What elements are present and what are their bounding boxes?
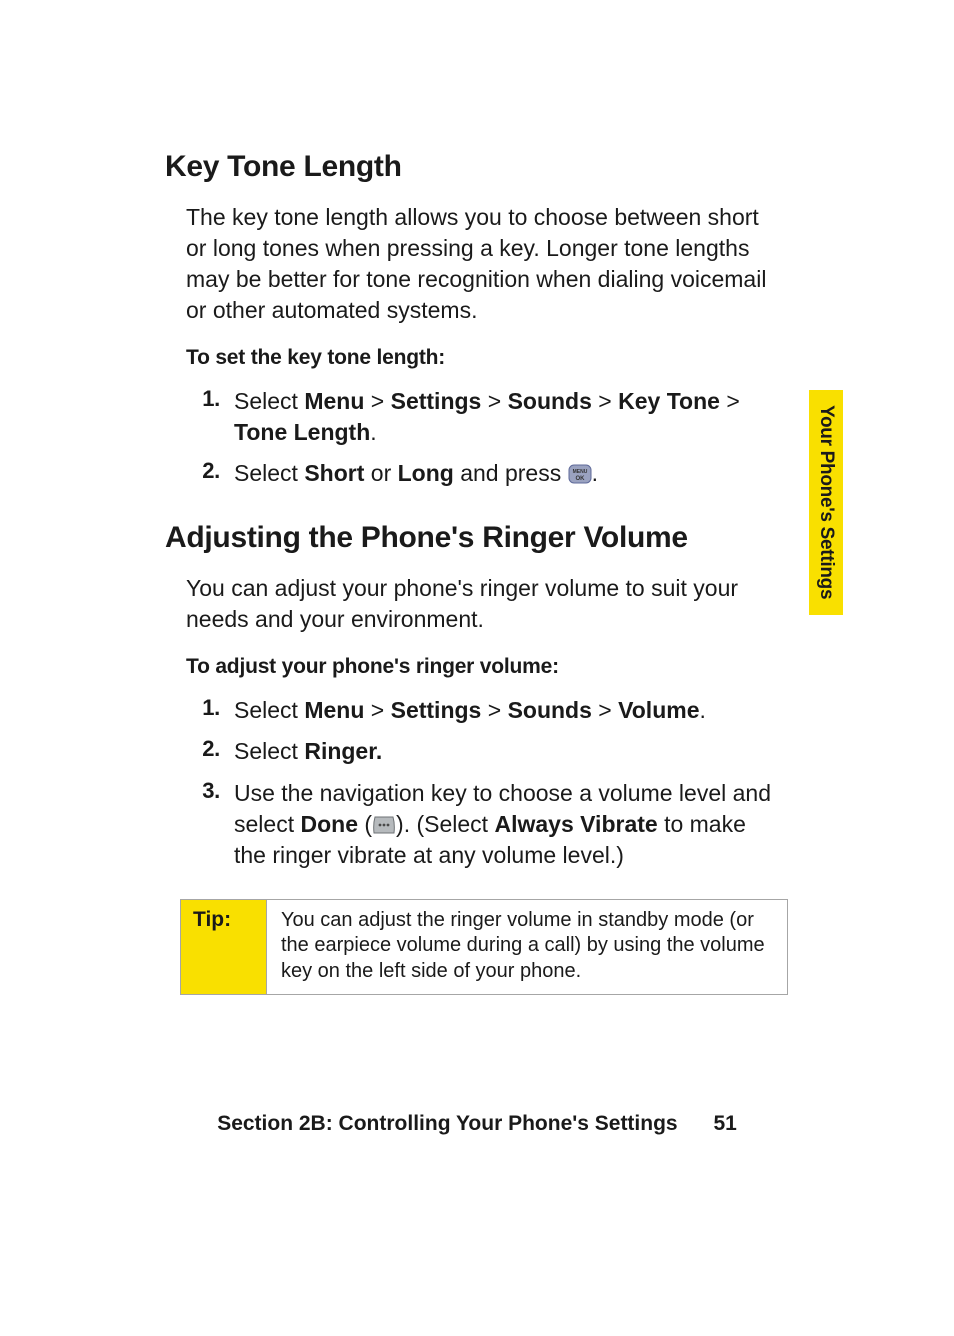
page-footer: Section 2B: Controlling Your Phone's Set… (0, 1112, 954, 1136)
tip-body: You can adjust the ringer volume in stan… (267, 900, 787, 995)
step-item: 1. Select Menu > Settings > Sounds > Key… (186, 386, 780, 448)
heading-ringer-volume: Adjusting the Phone's Ringer Volume (165, 521, 780, 555)
tip-box: Tip: You can adjust the ringer volume in… (180, 899, 788, 996)
text: Select (234, 388, 304, 414)
step-body: Select Menu > Settings > Sounds > Volume… (234, 695, 780, 726)
step-item: 3. Use the navigation key to choose a vo… (186, 778, 780, 871)
page-content: Key Tone Length The key tone length allo… (170, 150, 780, 995)
text: . (370, 419, 376, 445)
bold-text: Long (398, 460, 454, 486)
text: > (481, 388, 507, 414)
heading-key-tone-length: Key Tone Length (165, 150, 780, 184)
side-tab: Your Phone's Settings (809, 390, 843, 615)
footer-section: Section 2B: Controlling Your Phone's Set… (217, 1112, 677, 1135)
bold-text: Done (300, 811, 358, 837)
step-body: Select Short or Long and press MENUOK. (234, 458, 780, 489)
step-number: 2. (186, 736, 234, 767)
steps-key-tone: 1. Select Menu > Settings > Sounds > Key… (186, 386, 780, 489)
bold-text: Key Tone (618, 388, 720, 414)
svg-text:OK: OK (575, 476, 585, 482)
text: > (592, 388, 618, 414)
text: . (592, 460, 598, 486)
bold-text: Sounds (508, 697, 592, 723)
text: or (364, 460, 397, 486)
step-body: Select Ringer. (234, 736, 780, 767)
step-item: 2. Select Ringer. (186, 736, 780, 767)
step-number: 3. (186, 778, 234, 871)
step-body: Use the navigation key to choose a volum… (234, 778, 780, 871)
text: Select (234, 738, 304, 764)
softkey-icon (372, 813, 396, 835)
text: ( (358, 811, 372, 837)
text: Select (234, 697, 304, 723)
bold-text: Volume (618, 697, 699, 723)
text: ). (Select (396, 811, 494, 837)
bold-text: Ringer. (304, 738, 382, 764)
step-number: 1. (186, 386, 234, 448)
bold-text: Short (304, 460, 364, 486)
page-number: 51 (713, 1112, 736, 1136)
intro-key-tone: The key tone length allows you to choose… (186, 202, 780, 326)
bold-text: Tone Length (234, 419, 370, 445)
text: > (592, 697, 618, 723)
step-item: 1. Select Menu > Settings > Sounds > Vol… (186, 695, 780, 726)
text: > (481, 697, 507, 723)
bold-text: Menu (304, 388, 364, 414)
text: and press (454, 460, 568, 486)
text: Select (234, 460, 304, 486)
bold-text: Settings (391, 388, 482, 414)
bold-text: Always Vibrate (494, 811, 657, 837)
bold-text: Settings (391, 697, 482, 723)
instr-label-key-tone: To set the key tone length: (186, 346, 780, 370)
tip-label: Tip: (181, 900, 267, 995)
text: > (364, 697, 390, 723)
text: > (364, 388, 390, 414)
svg-text:MENU: MENU (572, 469, 587, 475)
step-body: Select Menu > Settings > Sounds > Key To… (234, 386, 780, 448)
text: . (700, 697, 706, 723)
steps-ringer: 1. Select Menu > Settings > Sounds > Vol… (186, 695, 780, 870)
text: > (720, 388, 740, 414)
bold-text: Sounds (508, 388, 592, 414)
step-item: 2. Select Short or Long and press MENUOK… (186, 458, 780, 489)
intro-ringer: You can adjust your phone's ringer volum… (186, 573, 780, 635)
bold-text: Menu (304, 697, 364, 723)
menu-ok-key-icon: MENUOK (568, 461, 592, 481)
instr-label-ringer: To adjust your phone's ringer volume: (186, 655, 780, 679)
step-number: 2. (186, 458, 234, 489)
step-number: 1. (186, 695, 234, 726)
side-tab-label: Your Phone's Settings (815, 405, 837, 599)
